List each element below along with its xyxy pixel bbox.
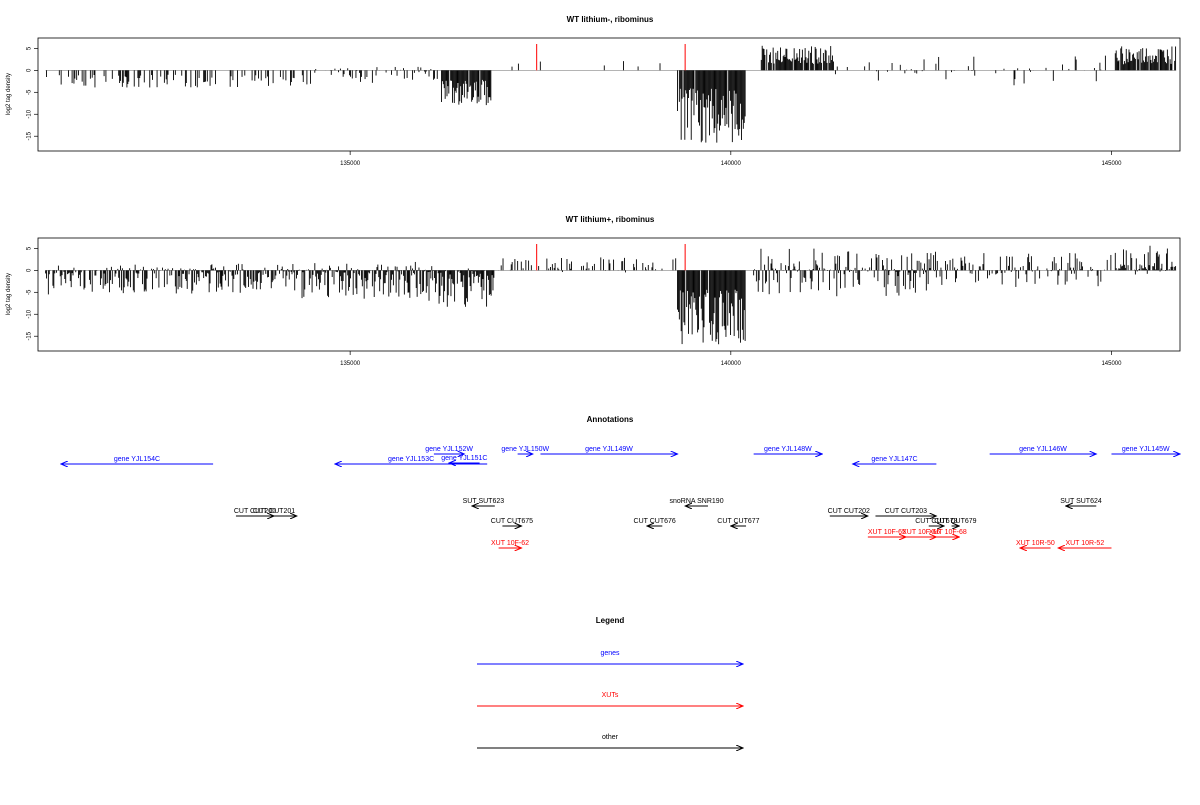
xut-label: XUT 10F-68: [929, 529, 967, 536]
panel-title: WT lithium-, ribominus: [567, 15, 654, 24]
y-tick-label: 5: [27, 46, 33, 50]
other-label: CUT CUT678: [915, 518, 957, 525]
other-label: CUT CUT201: [253, 508, 295, 515]
y-tick-label: 5: [27, 246, 33, 250]
xut-label: XUT 10F-62: [491, 540, 529, 547]
other-tracks: snoRNA SNR190 SUT SUT623 SUT SUT624 CUT CUT…: [234, 498, 1102, 526]
gene-label: gene YJL147C: [871, 456, 917, 463]
x-tick-label: 135000: [340, 361, 361, 367]
gene-label: gene YJL152W: [425, 446, 473, 453]
legend-title: Legend: [596, 616, 625, 625]
axes: 5 0 -5 -10 -15 135000 140000 145000: [27, 46, 1123, 167]
legend-label: other: [602, 734, 619, 741]
y-tick-label: -5: [27, 289, 33, 295]
y-tick-label: 0: [27, 268, 33, 272]
x-tick-label: 140000: [721, 161, 742, 167]
gene-label: gene YJL148W: [764, 446, 812, 453]
xut-label: XUT 10F-65: [868, 529, 906, 536]
other-label: CUT CUT676: [634, 518, 676, 525]
other-label: CUT CUT200: [234, 508, 276, 515]
gene-label: gene YJL149W: [585, 446, 633, 453]
other-label: snoRNA SNR190: [670, 498, 724, 505]
other-label: CUT CUT679: [934, 518, 976, 525]
annotations-panel: Annotations gene YJL154C gene YJL153Cgene…: [61, 415, 1180, 548]
other-label: CUT CUT203: [885, 508, 927, 515]
xut-label: XUT 10R-50: [1016, 540, 1055, 547]
panel-lithium-minus: WT lithium-, ribominus log2 tag density …: [6, 15, 1181, 167]
other-label: CUT CUT677: [717, 518, 759, 525]
legend-items: genes XUTs other: [477, 650, 743, 748]
y-tick-label: 0: [27, 68, 33, 72]
xut-label: XUT 10R-52: [1065, 540, 1104, 547]
gene-label: gene YJL153C: [388, 456, 434, 463]
other-label: SUT SUT623: [463, 498, 505, 505]
other-label: SUT SUT624: [1060, 498, 1102, 505]
gene-label: gene YJL146W: [1019, 446, 1067, 453]
other-label: CUT CUT202: [828, 508, 870, 515]
bar-group: [45, 244, 1177, 345]
annotations-title: Annotations: [587, 415, 634, 424]
y-tick-label: -15: [27, 131, 33, 140]
plot-frame: [37, 237, 1181, 352]
x-tick-label: 145000: [1101, 161, 1122, 167]
legend-label: XUTs: [602, 692, 619, 699]
x-tick-label: 145000: [1101, 361, 1122, 367]
gene-label: gene YJL145W: [1122, 446, 1170, 453]
x-tick-label: 135000: [340, 161, 361, 167]
bar-group: [45, 44, 1177, 143]
axes: 5 0 -5 -10 -15 135000 140000 145000: [27, 246, 1123, 367]
xut-label: XUT 10F-66: [902, 529, 940, 536]
gene-tracks: gene YJL154C gene YJL153C gene YJL152W gene…: [61, 446, 1180, 464]
legend-label: genes: [600, 650, 620, 657]
y-tick-label: -15: [27, 331, 33, 340]
plot-frame: [37, 37, 1181, 152]
gene-label: gene YJL150W: [501, 446, 549, 453]
x-tick-label: 140000: [721, 361, 742, 367]
panel-lithium-plus: WT lithium+, ribominus log2 tag density …: [6, 215, 1181, 367]
y-axis-label: log2 tag density: [6, 273, 12, 315]
y-axis-label: log2 tag density: [6, 73, 12, 115]
gene-label: gene YJL151C: [441, 455, 487, 462]
legend: Legend genes XUTs other: [477, 616, 743, 748]
panel-title: WT lithium+, ribominus: [566, 215, 655, 224]
other-label: CUT CUT675: [491, 518, 533, 525]
y-tick-label: -5: [27, 89, 33, 95]
gene-label: gene YJL154C: [114, 456, 160, 463]
y-tick-label: -10: [27, 309, 33, 318]
y-tick-label: -10: [27, 109, 33, 118]
